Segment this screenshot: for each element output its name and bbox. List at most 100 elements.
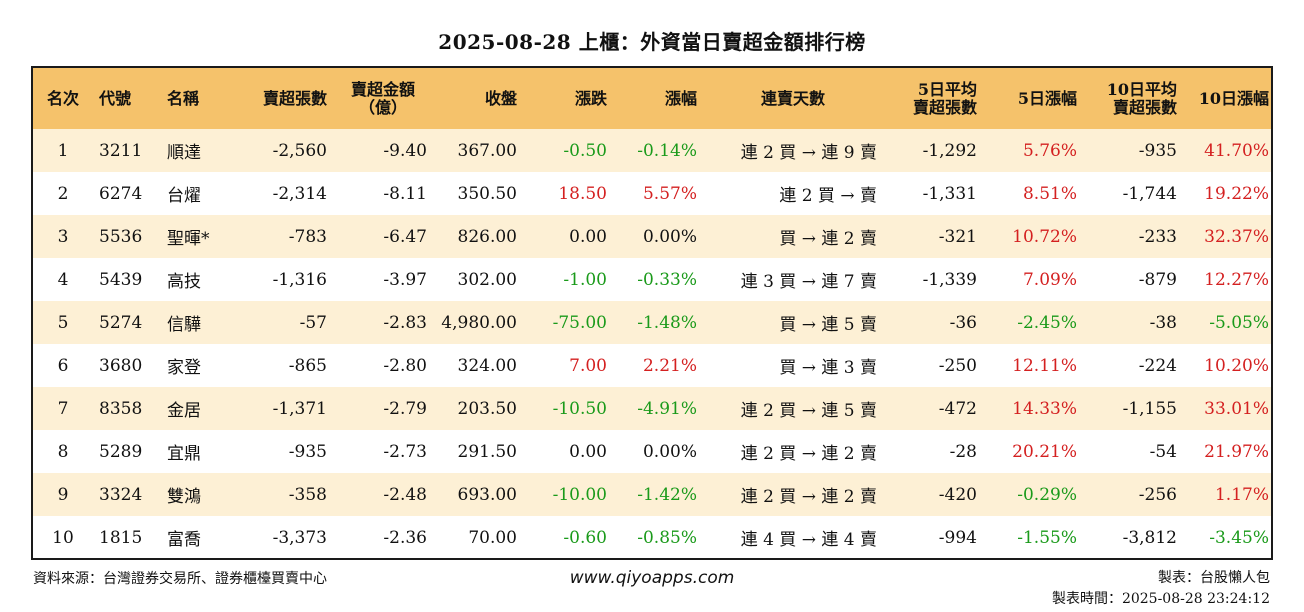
table-row: 1 3211 順達 -2,560 -9.40 367.00 -0.50 -0.14% 連 2 買… [33,129,1271,172]
table-row: 2 6274 台燿 -2,314 -8.11 350.50 18.50 5.57% 連 2 買 … [33,172,1271,215]
header-pct-line1: 漲幅 [664,88,697,108]
cell-rank: 6 [57,355,69,376]
cell-pct: 0.00% [642,226,697,247]
cell-sell-lots: -358 [288,484,327,505]
header-code: 代號 [93,68,161,129]
cell-pct10: 33.01% [1204,398,1269,419]
header-avg10-line2: 賣超張數 [1112,97,1177,117]
cell-change: -1.00 [563,269,607,290]
cell-name: 富喬 [167,530,201,550]
cell-streak: 連 2 買 → 連 2 賣 [740,487,877,507]
header-pct: 漲幅 [613,68,703,129]
cell-pct10: 21.97% [1204,441,1269,462]
table-header-row: 名次 代號 名稱 賣超張數 賣超金額 （億） 收盤 漲跌 漲幅 連賣天數 5日平均 賣超張數 5日漲幅 1… [33,68,1271,129]
header-pct10: 10日漲幅 [1183,68,1271,129]
cell-close: 350.50 [457,183,517,204]
cell-streak: 連 2 買 → 連 2 賣 [740,444,877,464]
cell-pct10: 1.17% [1214,484,1269,505]
header-pct10-line1: 10日漲幅 [1198,88,1269,108]
cell-avg5: -1,292 [922,140,977,161]
cell-pct5: 7.09% [1022,269,1077,290]
header-sell-amount: 賣超金額 （億） [333,68,433,129]
cell-sell-amount: -2.48 [383,484,427,505]
cell-name: 信驊 [167,315,201,335]
cell-sell-amount: -8.11 [383,183,427,204]
cell-pct10: 12.27% [1204,269,1269,290]
header-name: 名稱 [161,68,233,129]
cell-pct: 0.00% [642,441,697,462]
cell-name: 宜鼎 [167,444,201,464]
cell-sell-amount: -3.97 [383,269,427,290]
cell-close: 826.00 [457,226,517,247]
cell-name: 聖暉* [167,229,210,249]
cell-avg10: -1,744 [1122,183,1177,204]
cell-avg5: -1,331 [922,183,977,204]
cell-name: 雙鴻 [167,487,201,507]
cell-pct10: 10.20% [1204,355,1269,376]
table-row: 3 5536 聖暉* -783 -6.47 826.00 0.00 0.00% 買 → 連 2 … [33,215,1271,258]
cell-streak: 連 2 買 → 連 5 賣 [740,401,877,421]
header-name-line1: 名稱 [167,88,200,108]
cell-code: 5274 [99,312,143,333]
header-change-line1: 漲跌 [574,88,607,108]
cell-avg5: -1,339 [922,269,977,290]
cell-sell-lots: -2,560 [272,140,327,161]
cell-avg5: -36 [949,312,977,333]
cell-close: 4,980.00 [441,312,517,333]
cell-close: 324.00 [457,355,517,376]
cell-sell-lots: -1,371 [272,398,327,419]
cell-close: 291.50 [457,441,517,462]
cell-name: 高技 [167,272,201,292]
cell-change: 7.00 [569,355,607,376]
cell-sell-amount: -2.73 [383,441,427,462]
cell-avg10: -1,155 [1122,398,1177,419]
cell-sell-amount: -2.83 [383,312,427,333]
cell-avg5: -321 [938,226,977,247]
website-link[interactable]: www.qiyoapps.com [569,568,735,588]
cell-streak: 連 3 買 → 連 7 賣 [740,272,877,292]
cell-code: 5289 [99,441,143,462]
header-sell-lots: 賣超張數 [233,68,333,129]
footer-meta: 製表：台股懶人包 製表時間：2025-08-28 23:24:12 [1052,568,1270,610]
cell-pct: -0.33% [637,269,697,290]
cell-pct5: 20.21% [1012,441,1077,462]
cell-code: 8358 [99,398,143,419]
cell-avg10: -233 [1138,226,1177,247]
cell-rank: 3 [57,226,69,247]
cell-pct10: -3.45% [1209,527,1269,548]
header-avg10-line1: 10日平均 [1106,79,1177,99]
cell-code: 5439 [99,269,143,290]
cell-rank: 9 [57,484,69,505]
cell-avg10: -3,812 [1122,527,1177,548]
cell-pct5: 12.11% [1012,355,1077,376]
cell-rank: 2 [57,183,69,204]
header-rank-line1: 名次 [46,88,79,108]
table-body: 1 3211 順達 -2,560 -9.40 367.00 -0.50 -0.14% 連 2 買… [33,129,1271,558]
cell-pct: 5.57% [642,183,697,204]
cell-rank: 7 [57,398,69,419]
cell-pct10: 32.37% [1204,226,1269,247]
cell-sell-amount: -2.79 [383,398,427,419]
table-row: 4 5439 高技 -1,316 -3.97 302.00 -1.00 -0.33% 連 3 買… [33,258,1271,301]
cell-pct5: 5.76% [1022,140,1077,161]
cell-pct: -0.14% [637,140,697,161]
cell-code: 1815 [99,527,143,548]
table-row: 8 5289 宜鼎 -935 -2.73 291.50 0.00 0.00% 連 2 買 → 連… [33,430,1271,473]
table-row: 7 8358 金居 -1,371 -2.79 203.50 -10.50 -4.91% 連 2 … [33,387,1271,430]
header-change: 漲跌 [523,68,613,129]
cell-avg10: -38 [1149,312,1177,333]
cell-pct10: -5.05% [1209,312,1269,333]
cell-pct10: 41.70% [1204,140,1269,161]
cell-change: -10.00 [552,484,607,505]
cell-change: -10.50 [552,398,607,419]
header-close: 收盤 [433,68,523,129]
header-close-line1: 收盤 [484,88,517,108]
header-streak-line1: 連賣天數 [760,88,825,108]
cell-sell-amount: -2.36 [383,527,427,548]
cell-change: -0.50 [563,140,607,161]
cell-avg10: -224 [1138,355,1177,376]
header-rank: 名次 [33,68,93,129]
header-avg5-line1: 5日平均 [917,79,977,99]
cell-sell-lots: -1,316 [272,269,327,290]
cell-avg10: -935 [1138,140,1177,161]
